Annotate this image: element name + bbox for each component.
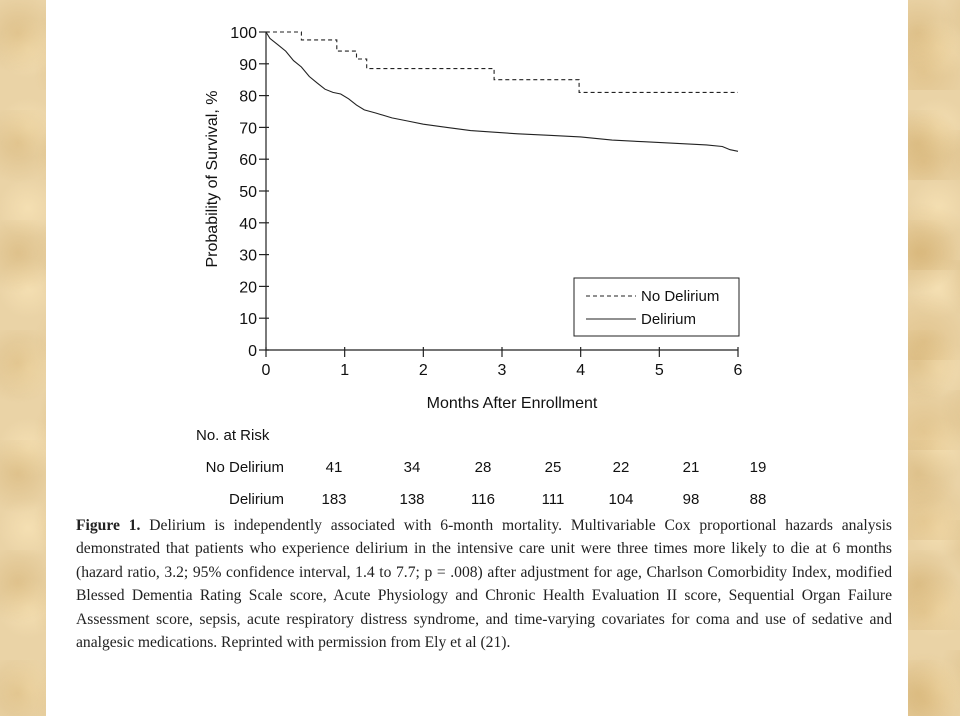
y-tick-label: 0 <box>248 343 257 360</box>
series-delirium-line <box>265 31 739 152</box>
y-tick-label: 40 <box>239 216 257 233</box>
x-tick-label: 3 <box>498 362 507 379</box>
y-axis-label: Probability of Survival, % <box>204 91 221 268</box>
at-risk-value: 138 <box>399 491 424 508</box>
at-risk-value: 88 <box>750 491 767 508</box>
y-tick-label: 80 <box>239 89 257 106</box>
at-risk-table: No. at Risk No Delirium 41 34 28 25 22 21 19 Deli… <box>196 427 766 508</box>
at-risk-value: 19 <box>750 459 767 476</box>
y-tick-label: 60 <box>239 152 257 169</box>
y-tick-label: 90 <box>239 57 257 74</box>
at-risk-value: 98 <box>683 491 700 508</box>
x-tick-label: 5 <box>655 362 664 379</box>
chart-series <box>265 31 739 152</box>
x-tick-label: 1 <box>340 362 349 379</box>
at-risk-value: 111 <box>542 491 565 508</box>
y-tick-label: 30 <box>239 248 257 265</box>
caption-text: Delirium is independently associated wit… <box>76 517 892 652</box>
figure-caption: Figure 1. Delirium is independently asso… <box>76 514 892 654</box>
y-tick-label: 100 <box>230 25 257 42</box>
at-risk-row-label: Delirium <box>229 491 284 508</box>
legend-label: No Delirium <box>641 288 719 305</box>
at-risk-value: 22 <box>613 459 630 476</box>
at-risk-row-label: No Delirium <box>206 459 284 476</box>
at-risk-value: 116 <box>471 491 495 508</box>
figure-panel: 0 10 20 30 40 50 60 70 80 90 100 0 1 2 3 4 5 6 Months Afte… <box>46 0 908 716</box>
x-tick-label: 4 <box>576 362 585 379</box>
at-risk-value: 25 <box>545 459 562 476</box>
x-axis-label: Months After Enrollment <box>427 395 598 412</box>
at-risk-value: 21 <box>683 459 700 476</box>
series-no-delirium-line <box>266 31 738 93</box>
x-tick-label: 6 <box>734 362 743 379</box>
y-tick-label: 70 <box>239 120 257 137</box>
chart-legend: No Delirium Delirium <box>573 277 740 337</box>
at-risk-value: 28 <box>475 459 492 476</box>
at-risk-value: 104 <box>608 491 633 508</box>
x-tick-label: 0 <box>262 362 271 379</box>
caption-label: Figure 1. <box>76 517 141 534</box>
chart-axes: 0 10 20 30 40 50 60 70 80 90 100 0 1 2 3 4 5 6 Months Afte… <box>204 25 743 412</box>
y-tick-label: 10 <box>239 311 257 328</box>
x-tick-label: 2 <box>419 362 428 379</box>
legend-label: Delirium <box>641 311 696 328</box>
at-risk-value: 41 <box>326 459 343 476</box>
legend-box <box>573 277 740 337</box>
at-risk-heading: No. at Risk <box>196 427 270 444</box>
at-risk-value: 34 <box>404 459 421 476</box>
at-risk-value: 183 <box>321 491 346 508</box>
y-tick-label: 20 <box>239 279 257 296</box>
y-tick-label: 50 <box>239 184 257 201</box>
